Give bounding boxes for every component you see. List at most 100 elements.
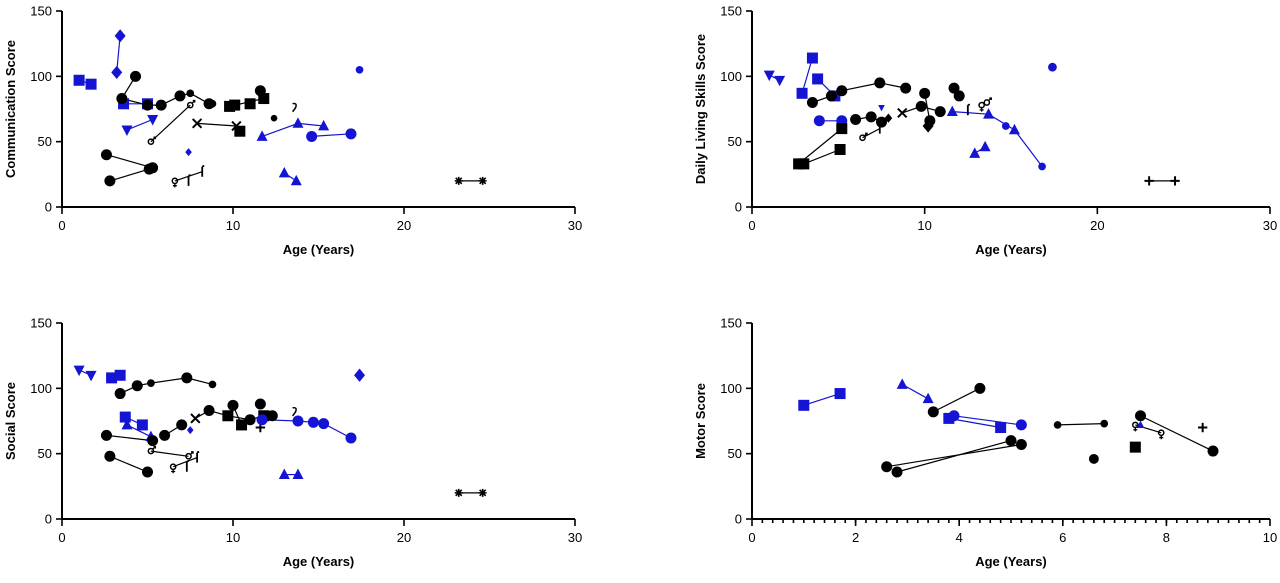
daily-living-data-point (922, 119, 934, 133)
social-data-point (181, 372, 193, 384)
daily-living-data-point (983, 108, 995, 119)
daily-living-data-point (836, 123, 848, 135)
daily-living-data-point (884, 113, 893, 123)
daily-living-data-point (897, 107, 908, 119)
social-data-point (254, 398, 266, 410)
motor-trajectory-line (953, 415, 1022, 426)
daily-living-data-point (978, 101, 985, 112)
social-data-point (345, 432, 357, 444)
daily-living-trajectory-line (801, 57, 813, 94)
social-data-point (185, 451, 194, 460)
communication-data-point (256, 130, 268, 141)
motor-data-point (1207, 445, 1219, 457)
daily-living-y-tick-label: 0 (735, 200, 742, 215)
daily-living-data-point (1001, 122, 1010, 130)
daily-living-data-point (859, 132, 868, 142)
social-data-point (227, 399, 239, 411)
communication-data-point (318, 119, 330, 131)
communication-trajectory-line (311, 133, 352, 137)
social-panel: 0 50 100 150 0 10 20 30 Age (Years) Social Score (3, 316, 582, 570)
communication-trajectory-line (126, 118, 153, 131)
motor-trajectory-line (886, 443, 1022, 468)
communication-data-point (186, 99, 196, 109)
communication-trajectory-line (197, 122, 237, 127)
social-trajectory-line (172, 457, 198, 468)
daily-living-data-point (825, 90, 837, 102)
communication-data-point (208, 99, 217, 108)
motor-data-point (1157, 429, 1165, 440)
social-data-point (203, 405, 215, 417)
communication-data-point (278, 166, 290, 178)
social-data-point (278, 468, 290, 479)
motor-trajectory-line (803, 393, 841, 406)
daily-living-data-point (850, 113, 862, 125)
motor-x-tick-label: 4 (956, 530, 963, 545)
social-data-point (185, 459, 190, 472)
social-data-point (266, 410, 278, 422)
daily-living-x-tick-label: 30 (1263, 218, 1277, 233)
social-y-tick-label: 150 (30, 316, 52, 331)
daily-living-data-point (834, 144, 846, 156)
social-data-point (106, 372, 118, 384)
social-data-point (169, 463, 177, 474)
daily-living-data-point (865, 111, 877, 123)
communication-x-tick-label: 0 (58, 218, 65, 233)
daily-living-data-point (900, 82, 912, 94)
social-trajectory-line (109, 455, 148, 473)
social-data-point (147, 445, 157, 455)
daily-living-data-point (953, 90, 965, 102)
daily-living-data-point (874, 77, 886, 89)
motor-y-tick-label: 50 (728, 446, 742, 461)
communication-data-point (114, 29, 126, 43)
communication-data-point (116, 93, 128, 105)
communication-data-point (186, 89, 195, 98)
communication-data-point (478, 176, 487, 185)
communication-data-point (73, 74, 85, 86)
motor-panel: 0 50 100 150 0 2 4 6 8 10 Age (Years) Motor Score (693, 316, 1277, 570)
communication-data-point (85, 78, 97, 90)
communication-y-tick-label: 0 (45, 200, 52, 215)
daily-living-x-tick-label: 20 (1090, 218, 1104, 233)
motor-data-point (881, 461, 893, 473)
communication-data-point (355, 65, 364, 74)
daily-living-y-tick-label: 50 (728, 134, 742, 149)
communication-y-tick-label: 50 (38, 134, 52, 149)
motor-data-point (798, 399, 810, 411)
communication-data-point (345, 128, 357, 140)
communication-data-point (201, 164, 205, 177)
social-data-point (307, 416, 319, 428)
motor-y-axis-title: Motor Score (693, 383, 708, 459)
motor-x-tick-label: 6 (1059, 530, 1066, 545)
social-x-tick-label: 20 (397, 530, 411, 545)
communication-trajectory-line (106, 154, 153, 169)
motor-data-point (922, 392, 934, 404)
daily-living-data-point (919, 87, 931, 99)
social-x-axis-title: Age (Years) (283, 554, 355, 569)
communication-data-point (306, 130, 318, 142)
motor-data-point (1005, 435, 1017, 447)
daily-living-y-tick-label: 100 (720, 69, 742, 84)
communication-data-point (244, 98, 256, 110)
daily-living-x-axis-title: Age (Years) (975, 242, 1047, 257)
social-data-point (176, 419, 188, 431)
social-data-point (354, 368, 366, 382)
motor-trajectory-line (896, 440, 1012, 473)
social-data-point (136, 419, 148, 431)
daily-living-data-point (915, 100, 927, 112)
social-data-point (196, 450, 200, 463)
motor-x-tick-label: 2 (852, 530, 859, 545)
social-data-point (256, 414, 268, 426)
daily-living-data-point (979, 140, 991, 152)
motor-data-point (896, 378, 908, 389)
social-data-point (119, 411, 131, 423)
communication-data-point (290, 174, 302, 186)
social-data-point (121, 418, 133, 430)
motor-trajectory-line (933, 387, 981, 413)
social-data-point (114, 388, 126, 400)
social-data-point (147, 379, 155, 387)
daily-living-data-point (763, 70, 775, 82)
communication-data-point (292, 102, 297, 113)
motor-x-tick-label: 0 (748, 530, 755, 545)
social-data-point (318, 418, 330, 430)
